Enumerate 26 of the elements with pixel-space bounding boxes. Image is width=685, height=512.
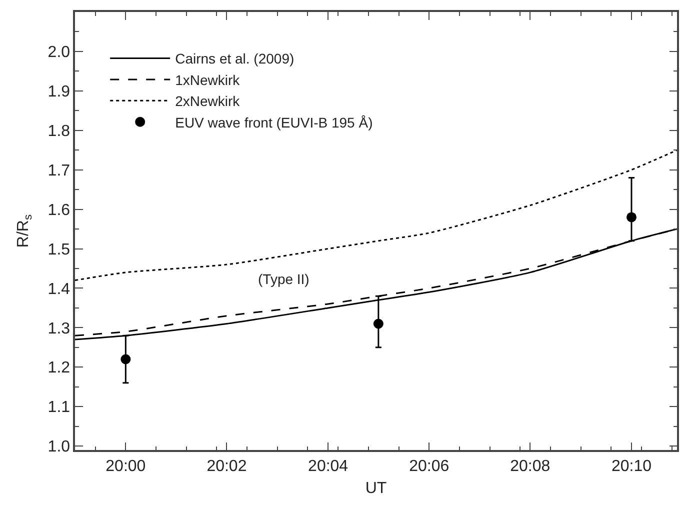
x-tick-label: 20:06 xyxy=(409,458,450,475)
y-tick-label: 1.0 xyxy=(48,438,70,456)
x-tick-label: 20:08 xyxy=(510,458,550,475)
y-tick-label: 1.8 xyxy=(48,122,70,140)
point xyxy=(120,354,131,364)
y-tick-label: 1.6 xyxy=(48,202,70,219)
y-tick-label: 1.4 xyxy=(48,280,70,298)
x-tick-label: 20:10 xyxy=(611,458,652,475)
y-tick-label: 1.2 xyxy=(48,360,70,377)
y-tick-label: 1.1 xyxy=(48,399,70,416)
y-tick-label: 1.5 xyxy=(48,241,70,258)
point xyxy=(626,212,636,222)
y-tick-label: 1.9 xyxy=(48,84,70,101)
x-tick-label: 20:04 xyxy=(308,458,348,475)
legend-label: 2xNewkirk xyxy=(175,93,241,110)
annotation: (Type II) xyxy=(258,271,310,287)
x-tick-label: 20:00 xyxy=(106,458,146,475)
x-axis-title: UT xyxy=(365,480,387,498)
y-tick-label: 1.3 xyxy=(48,320,70,338)
legend-label: Cairns et al. (2009) xyxy=(175,50,294,67)
y-tick-label: 2.0 xyxy=(48,44,70,62)
x-tick-label: 20:02 xyxy=(206,458,247,475)
y-tick-label: 1.7 xyxy=(48,162,70,180)
point xyxy=(373,318,384,329)
legend-label: 1xNewkirk xyxy=(175,72,241,88)
legend-label: EUV wave front (EUVI-B 195 Å) xyxy=(175,114,373,130)
